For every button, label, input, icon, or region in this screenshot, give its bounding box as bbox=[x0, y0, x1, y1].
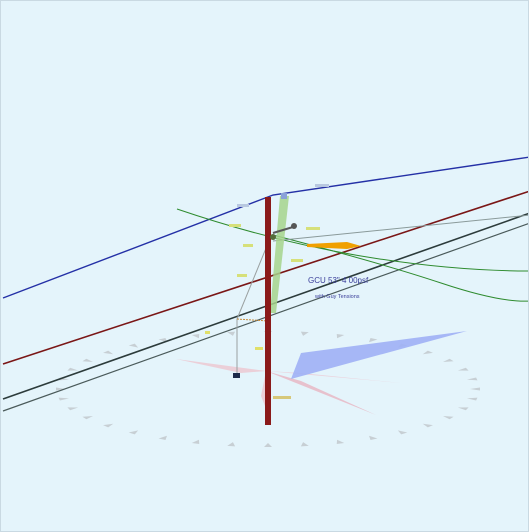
pole-top bbox=[281, 193, 287, 199]
insulator bbox=[237, 274, 247, 277]
compass-tick bbox=[67, 407, 79, 411]
compass-point-east bbox=[266, 371, 376, 415]
light-wire bbox=[272, 214, 528, 242]
compass-tick bbox=[470, 387, 480, 391]
compass-tick bbox=[82, 358, 94, 362]
green-wire-2 bbox=[272, 234, 528, 302]
hardware-markers bbox=[205, 184, 329, 399]
crossarm-icon bbox=[270, 223, 297, 240]
compass-tick bbox=[191, 333, 200, 339]
compass-tick bbox=[466, 377, 478, 381]
guy-strut bbox=[236, 318, 269, 322]
compass-tick bbox=[82, 416, 94, 420]
streetlight-head bbox=[291, 223, 297, 229]
compass-tick bbox=[58, 397, 70, 401]
compass-tick bbox=[369, 338, 378, 343]
compass-tick bbox=[397, 430, 408, 435]
insulator bbox=[273, 396, 291, 399]
insulator bbox=[205, 331, 210, 334]
streetlight-arm bbox=[272, 226, 294, 234]
compass-tick bbox=[128, 430, 139, 435]
pole-body bbox=[265, 197, 271, 425]
compass-tick bbox=[227, 442, 236, 447]
compass-tick bbox=[56, 387, 66, 391]
compass-tick bbox=[103, 423, 114, 428]
primary-wire bbox=[2, 156, 528, 299]
compass-tick bbox=[103, 350, 114, 355]
pole-sublabel: with Guy Tensions bbox=[314, 294, 360, 300]
compass-point-north bbox=[291, 331, 467, 379]
compass-rose-icon bbox=[56, 331, 480, 447]
compass-tick bbox=[191, 439, 200, 445]
attachment-point bbox=[270, 234, 276, 240]
compass-tick bbox=[457, 407, 469, 411]
pole-highlight bbox=[270, 196, 289, 313]
compass-tick bbox=[336, 333, 345, 339]
compass-tick bbox=[227, 331, 236, 336]
compass-tick bbox=[67, 367, 79, 371]
pole-label: GCU 53" 4 00psf bbox=[308, 276, 369, 285]
compass-tick bbox=[466, 397, 478, 401]
insulator bbox=[237, 204, 249, 207]
compass-tick bbox=[300, 442, 309, 447]
compass-tick bbox=[457, 367, 469, 371]
compass-tick bbox=[336, 439, 345, 445]
compass-tick bbox=[422, 350, 433, 355]
compass-tick bbox=[128, 343, 139, 348]
compass-point-west bbox=[161, 371, 266, 413]
insulator bbox=[229, 224, 241, 227]
utility-pole[interactable] bbox=[265, 193, 289, 425]
compass-tick bbox=[442, 416, 454, 420]
insulator bbox=[291, 259, 303, 262]
compass-point-nw bbox=[176, 359, 266, 373]
compass-tick bbox=[158, 435, 167, 440]
compass-tick bbox=[264, 443, 272, 447]
compass-tick bbox=[369, 435, 378, 440]
insulator bbox=[306, 227, 320, 230]
insulator bbox=[255, 347, 263, 350]
direction-arrow-icon[interactable] bbox=[307, 242, 361, 249]
compass-tick bbox=[442, 358, 454, 362]
insulator bbox=[315, 184, 329, 187]
compass-ticks bbox=[56, 331, 480, 447]
anchor-icon[interactable] bbox=[233, 373, 240, 378]
compass-tick bbox=[422, 423, 433, 428]
green-wire-1 bbox=[176, 208, 528, 272]
insulator bbox=[243, 244, 253, 247]
compass-tick bbox=[300, 331, 309, 336]
